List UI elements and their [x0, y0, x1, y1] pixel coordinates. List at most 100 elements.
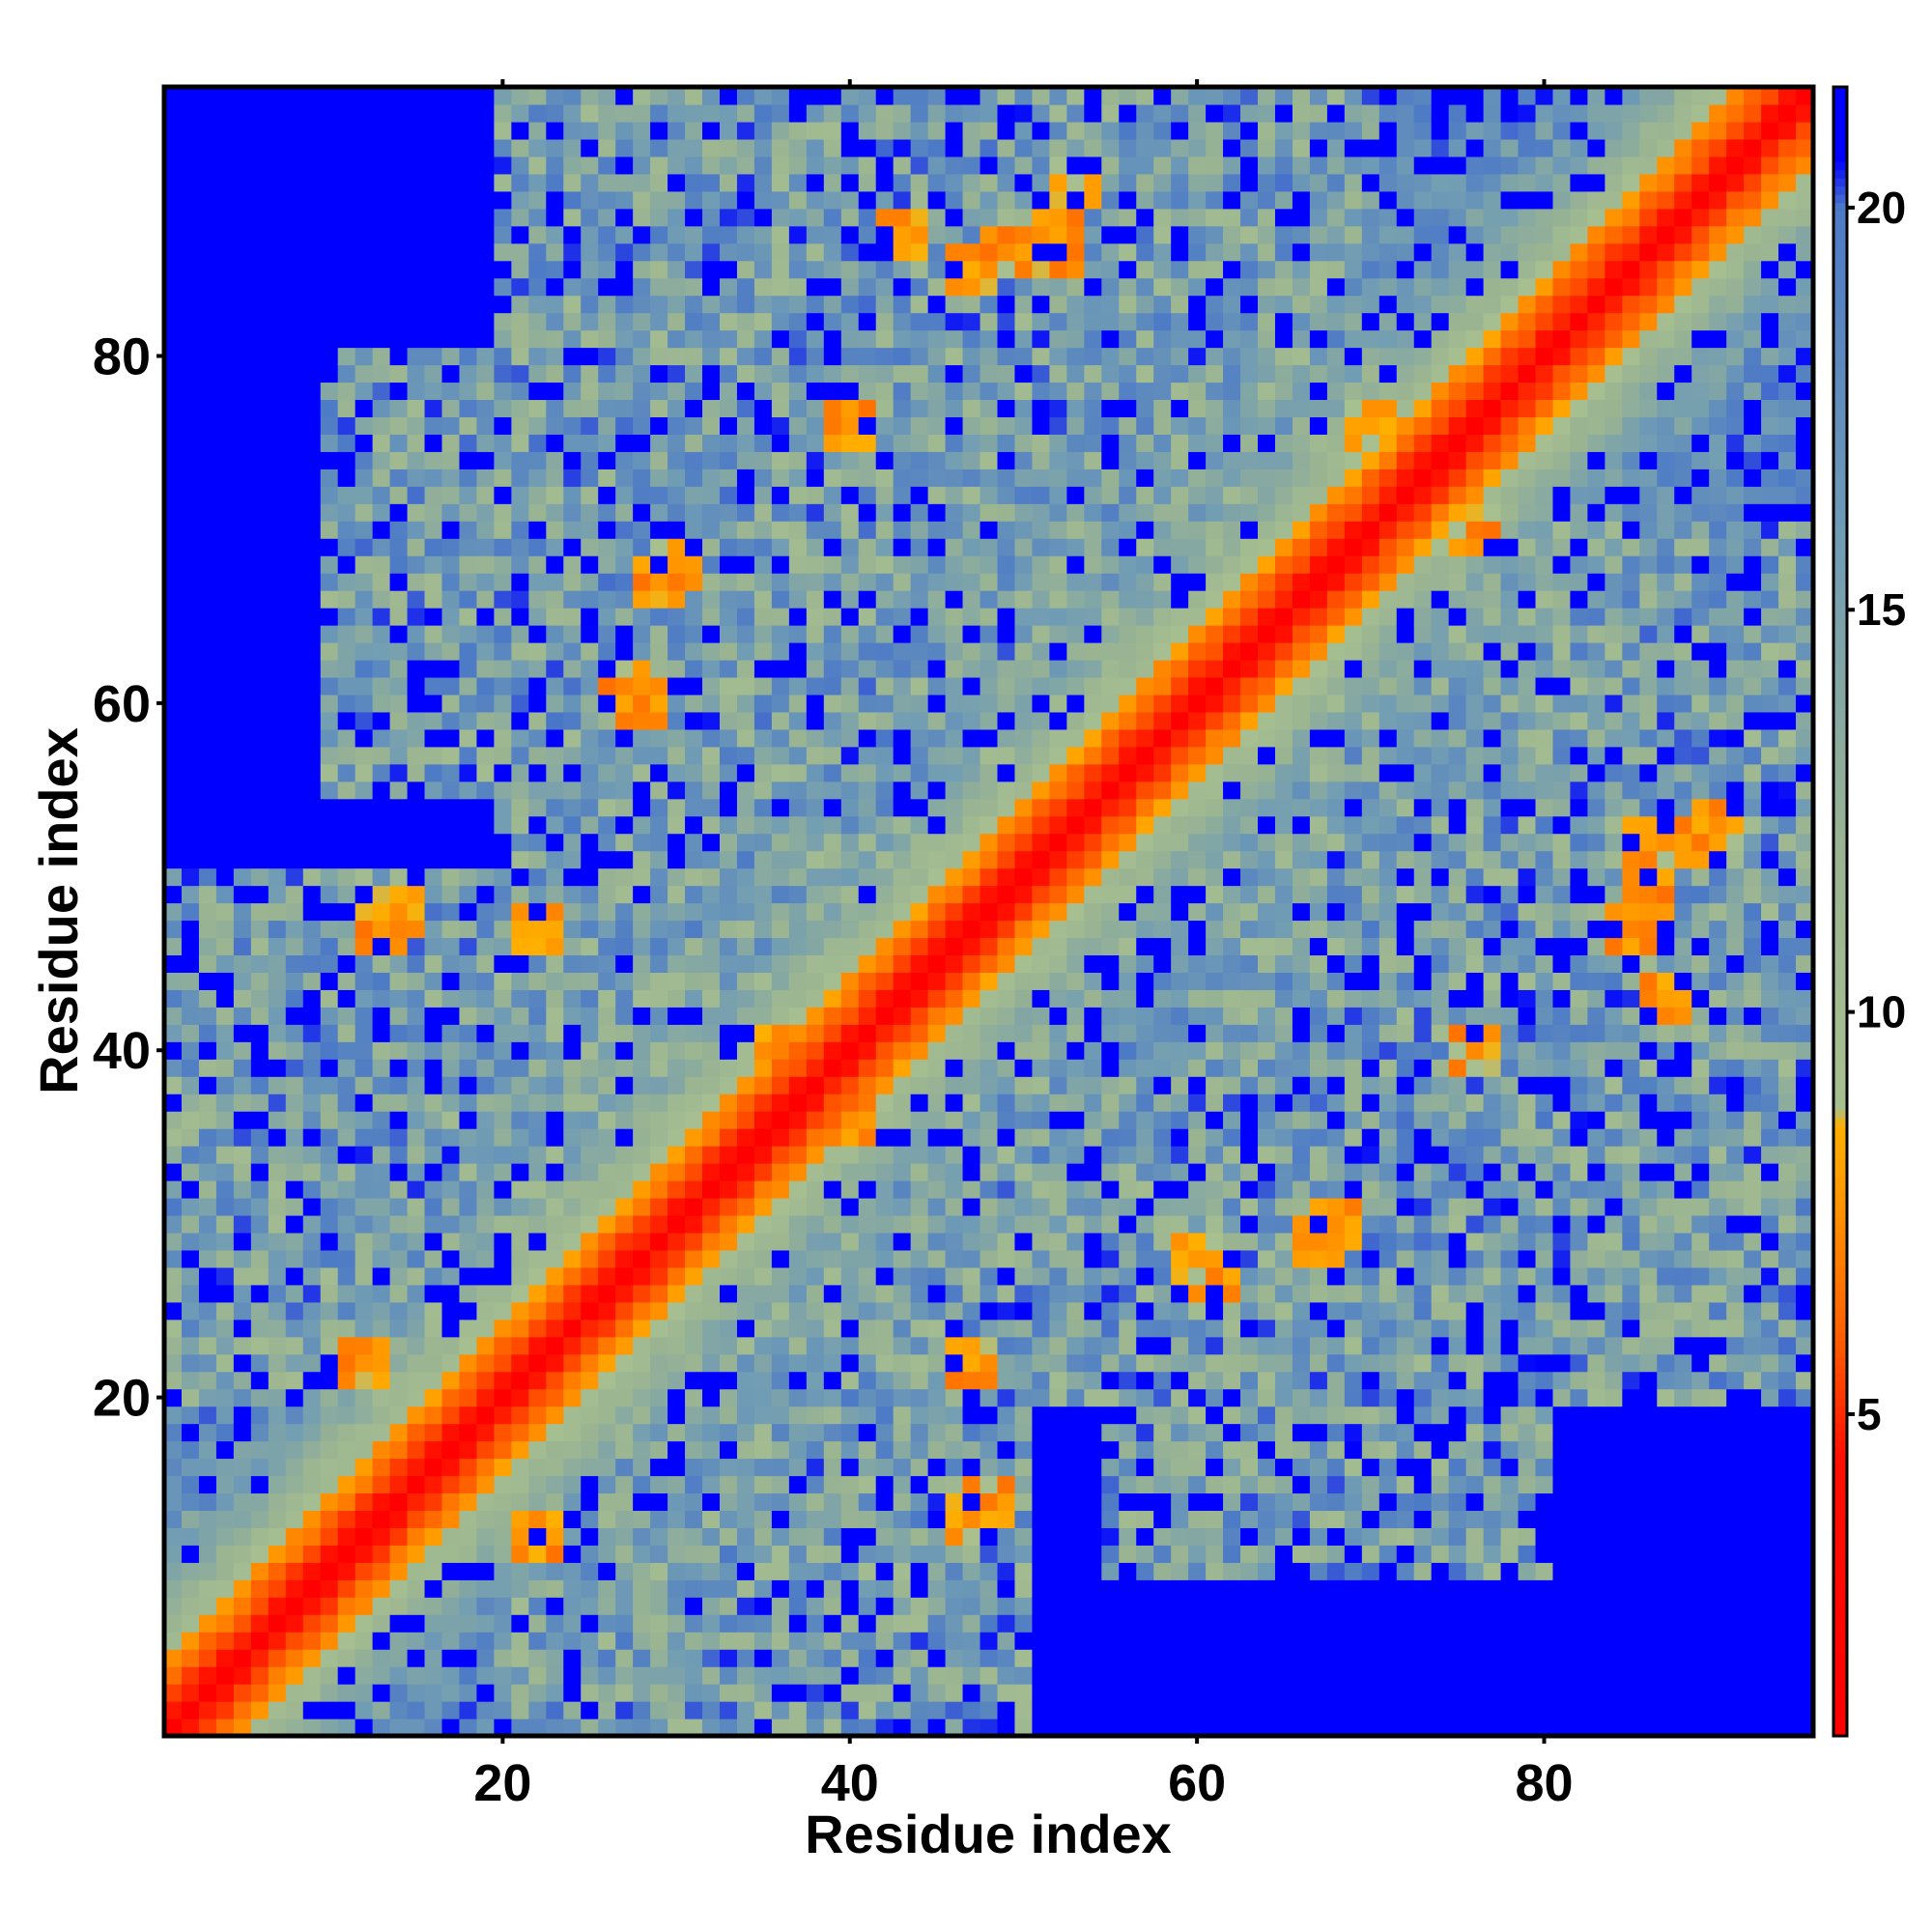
- heatmap-cell: [980, 1076, 999, 1094]
- heatmap-cell: [668, 1632, 686, 1650]
- heatmap-cell: [702, 469, 721, 487]
- heatmap-cell: [840, 711, 860, 730]
- heatmap-cell: [945, 451, 964, 469]
- heatmap-cell: [372, 1719, 391, 1737]
- heatmap-cell: [615, 885, 634, 904]
- heatmap-cell: [598, 1059, 616, 1077]
- heatmap-cell: [302, 920, 322, 939]
- heatmap-cell: [563, 277, 582, 297]
- heatmap-cell: [962, 1649, 981, 1667]
- heatmap-cell: [980, 295, 999, 314]
- heatmap-cell: [215, 1406, 235, 1425]
- heatmap-cell: [372, 659, 391, 678]
- heatmap-cell: [875, 1701, 895, 1719]
- heatmap-cell: [668, 1371, 686, 1390]
- heatmap-cell: [407, 659, 426, 678]
- heatmap-cell: [875, 781, 895, 800]
- heatmap-cell: [372, 1492, 391, 1512]
- heatmap-cell: [164, 1266, 183, 1286]
- heatmap-cell: [164, 138, 183, 157]
- heatmap-cell: [806, 1041, 825, 1060]
- heatmap-cell: [633, 521, 651, 539]
- heatmap-cell: [389, 538, 409, 556]
- heatmap-cell: [1032, 676, 1050, 696]
- heatmap-cell: [962, 156, 981, 175]
- heatmap-cell: [685, 676, 703, 696]
- heatmap-cell: [320, 1440, 339, 1460]
- heatmap-cell: [736, 746, 755, 765]
- heatmap-cell: [927, 156, 947, 175]
- heatmap-cell: [633, 1336, 651, 1355]
- heatmap-cell: [337, 1180, 356, 1199]
- heatmap-cell: [250, 1719, 270, 1737]
- heatmap-cell: [1049, 1266, 1067, 1286]
- heatmap-cell: [233, 399, 252, 417]
- heatmap-cell: [788, 538, 808, 556]
- heatmap-cell: [875, 1458, 895, 1477]
- heatmap-cell: [494, 1007, 512, 1025]
- heatmap-cell: [753, 728, 773, 748]
- heatmap-cell: [268, 1301, 287, 1321]
- heatmap-cell: [615, 242, 634, 262]
- heatmap-cell: [320, 208, 339, 227]
- heatmap-cell: [840, 763, 860, 782]
- heatmap-cell: [753, 225, 773, 244]
- heatmap-cell: [806, 347, 825, 366]
- heatmap-cell: [788, 641, 808, 661]
- heatmap-cell: [181, 1406, 200, 1425]
- heatmap-cell: [823, 1684, 842, 1702]
- heatmap-cell: [719, 1597, 738, 1615]
- heatmap-cell: [563, 347, 582, 366]
- heatmap-cell: [598, 1684, 616, 1702]
- heatmap-cell: [997, 1510, 1016, 1528]
- heatmap-cell: [250, 815, 270, 835]
- heatmap-cell: [771, 382, 790, 401]
- heatmap-cell: [927, 555, 947, 574]
- heatmap-cell: [945, 1562, 964, 1580]
- heatmap-cell: [945, 1649, 964, 1667]
- heatmap-cell: [424, 156, 443, 175]
- heatmap-cell: [1032, 1180, 1050, 1199]
- heatmap-cell: [840, 954, 860, 973]
- heatmap-cell: [337, 555, 356, 574]
- heatmap-cell: [476, 364, 495, 384]
- heatmap-cell: [215, 885, 235, 904]
- heatmap-cell: [164, 503, 183, 522]
- heatmap-cell: [598, 1649, 616, 1667]
- heatmap-cell: [233, 1232, 252, 1251]
- heatmap-cell: [927, 590, 947, 609]
- heatmap-cell: [563, 659, 582, 678]
- heatmap-cell: [250, 87, 270, 105]
- heatmap-cell: [685, 225, 703, 244]
- heatmap-cell: [285, 1128, 304, 1147]
- heatmap-cell: [753, 1597, 773, 1615]
- heatmap-cell: [633, 972, 651, 990]
- heatmap-cell: [945, 694, 964, 713]
- heatmap-cell: [736, 1458, 755, 1477]
- heatmap-cell: [962, 364, 981, 384]
- heatmap-cell: [685, 382, 703, 401]
- heatmap-cell: [1049, 763, 1067, 782]
- heatmap-cell: [598, 1266, 616, 1286]
- heatmap-cell: [927, 1353, 947, 1373]
- heatmap-cell: [407, 1094, 426, 1112]
- heatmap-cell: [250, 850, 270, 869]
- heatmap-cell: [581, 1197, 599, 1216]
- heatmap-cell: [685, 1701, 703, 1719]
- heatmap-cell: [633, 295, 651, 314]
- heatmap-cell: [268, 486, 287, 504]
- heatmap-cell: [355, 972, 374, 990]
- heatmap-cell: [511, 173, 529, 192]
- heatmap-cell: [1032, 138, 1050, 157]
- heatmap-cell: [546, 694, 564, 713]
- heatmap-cell: [1049, 1094, 1067, 1112]
- heatmap-cell: [1014, 937, 1034, 956]
- heatmap-cell: [337, 87, 356, 105]
- heatmap-cell: [1066, 1632, 1085, 1650]
- heatmap-cell: [250, 347, 270, 366]
- heatmap-cell: [668, 1666, 686, 1685]
- heatmap-cell: [459, 521, 478, 539]
- heatmap-cell: [581, 1007, 599, 1025]
- heatmap-cell: [389, 1562, 409, 1580]
- heatmap-cell: [164, 295, 183, 314]
